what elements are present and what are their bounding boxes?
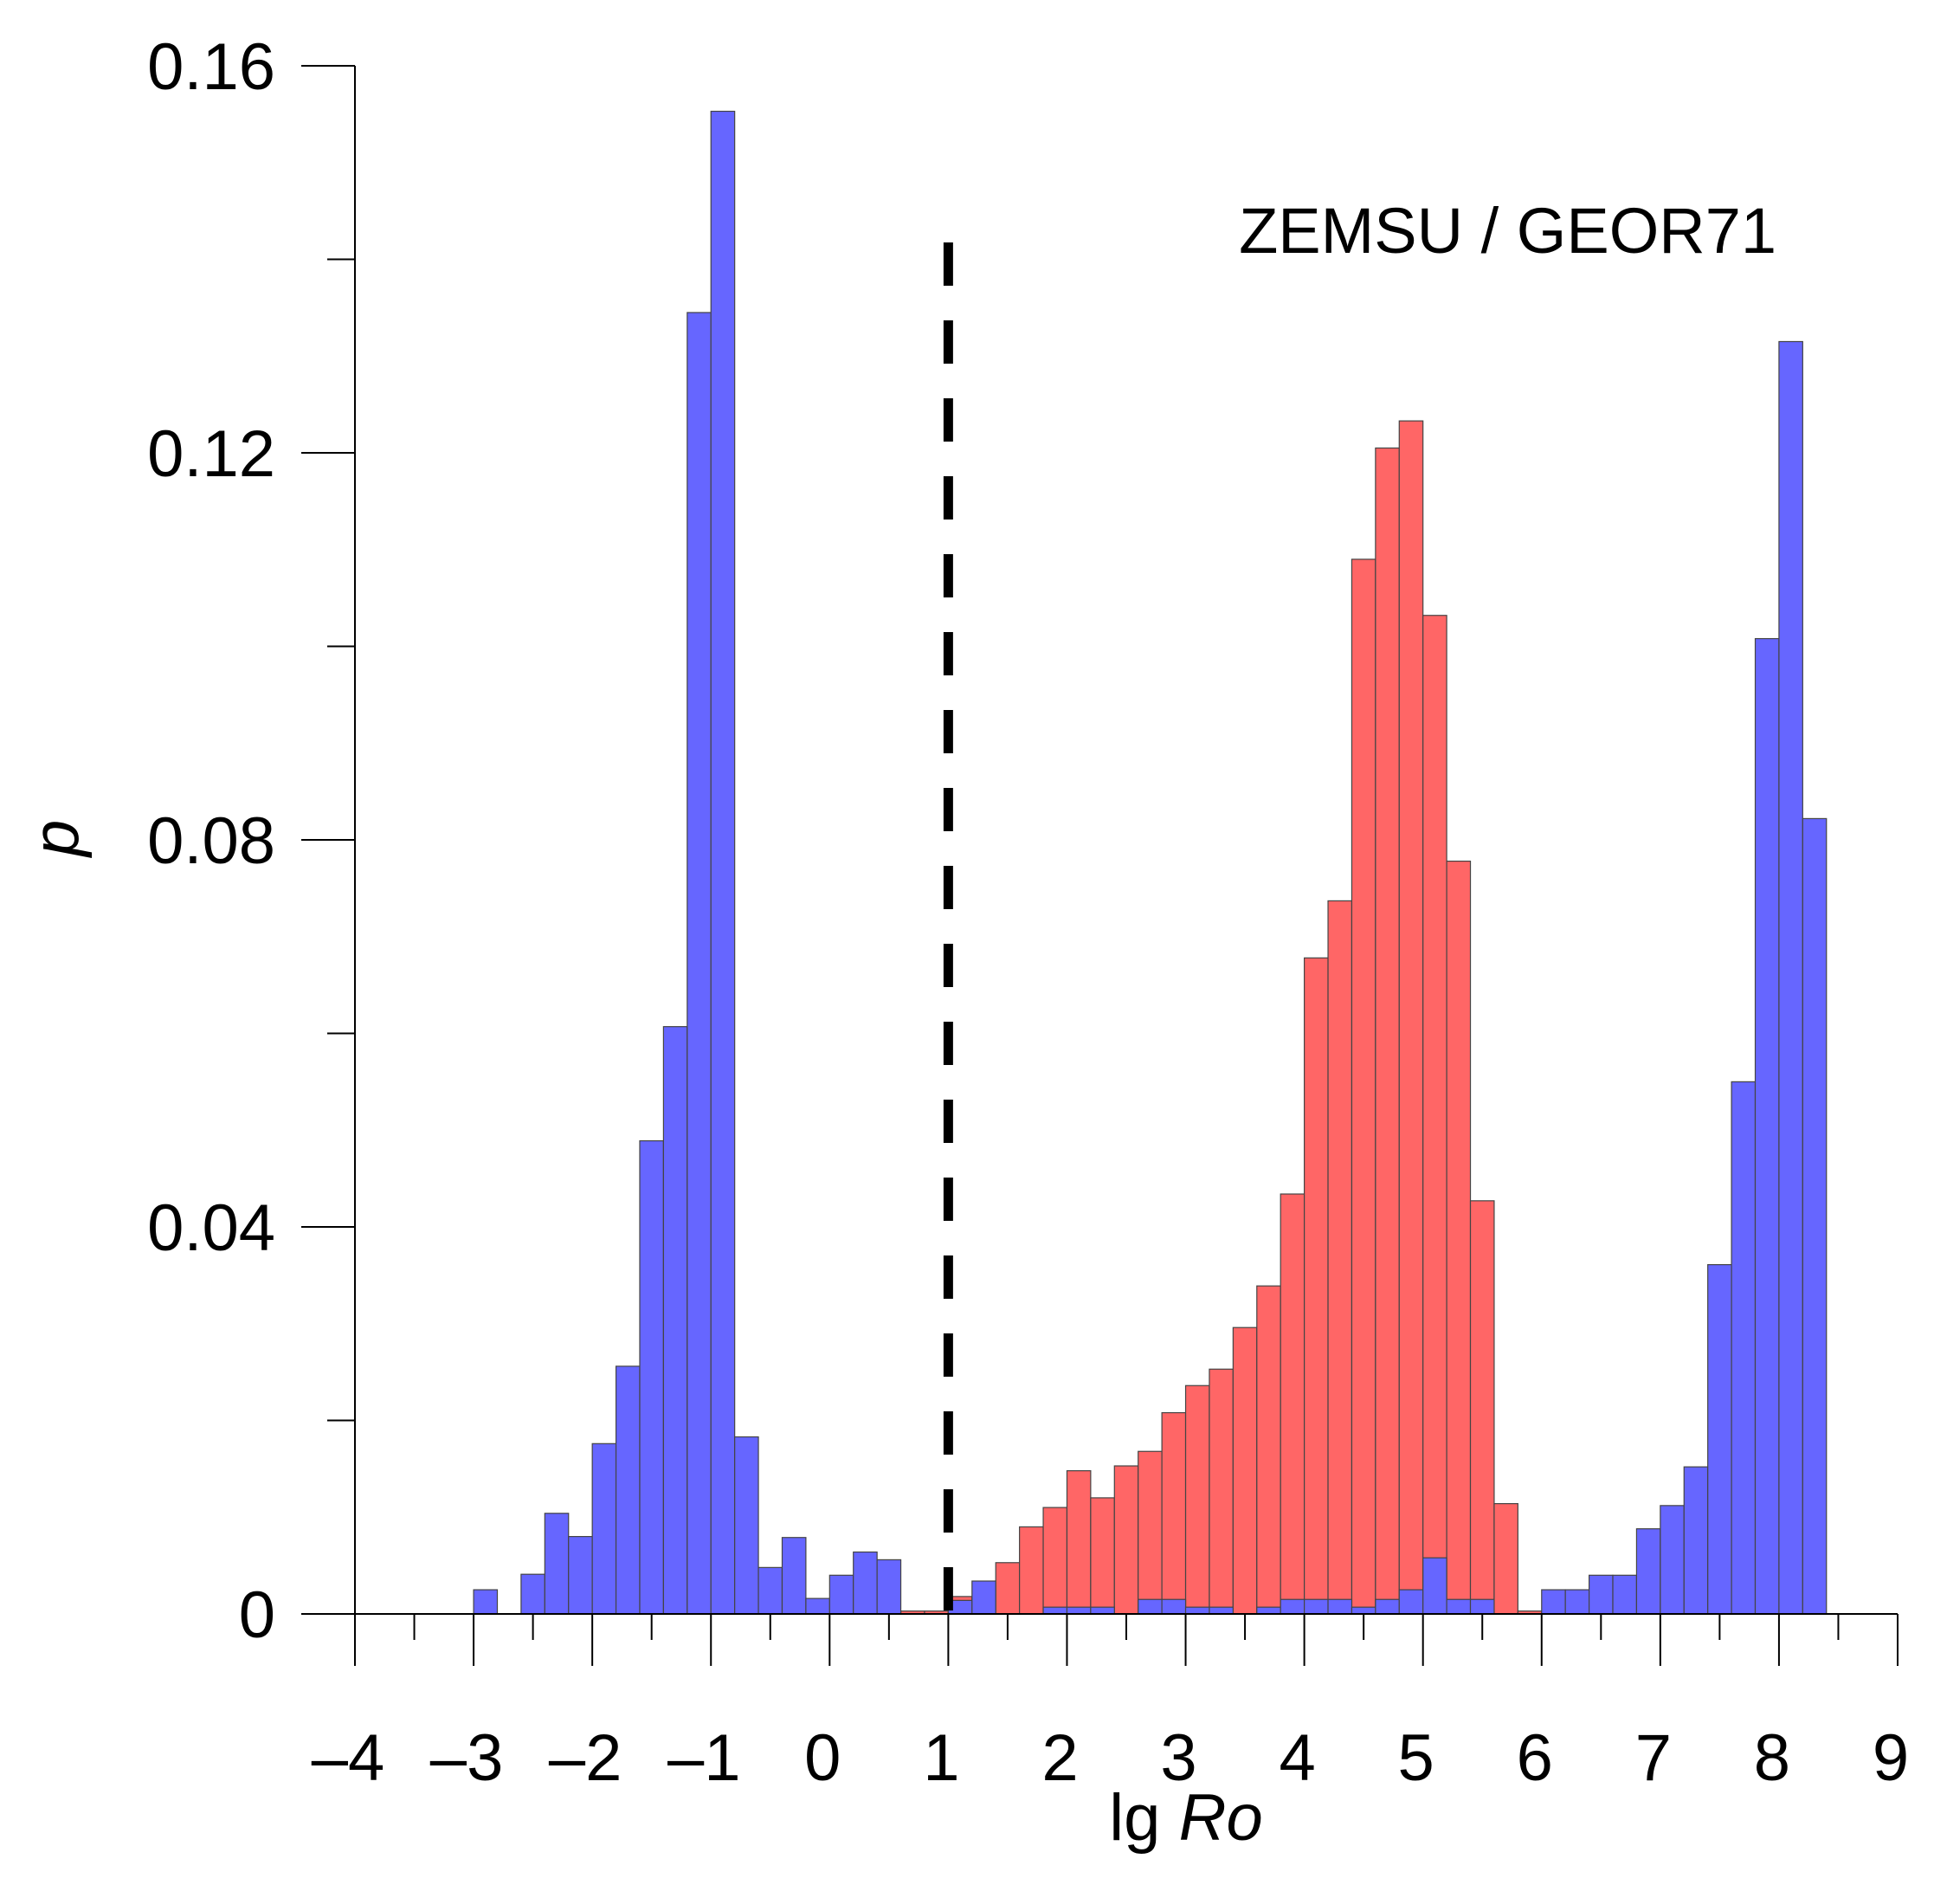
chart-annotation: ZEMSU / GEOR71 <box>1239 195 1776 267</box>
red-bar-8 <box>1090 1497 1115 1615</box>
blue-bar-12 <box>781 1537 807 1615</box>
y-tick-label: 0.12 <box>147 417 275 491</box>
x-tick-label: 0 <box>804 1721 841 1795</box>
red-bar-5 <box>1019 1526 1044 1615</box>
red-bar-17 <box>1304 957 1329 1615</box>
x-tick-label: –2 <box>549 1721 622 1795</box>
y-tick-label: 0.04 <box>147 1191 275 1265</box>
red-bar-11 <box>1161 1411 1187 1615</box>
x-tick-label: 5 <box>1398 1721 1434 1795</box>
blue-bar-22 <box>1138 1598 1163 1615</box>
red-bar-21 <box>1398 420 1424 1615</box>
blue-bar-20 <box>1066 1606 1092 1615</box>
blue-bar-11 <box>757 1566 783 1615</box>
y-tick-label: 0 <box>239 1578 275 1652</box>
blue-bar-1 <box>520 1573 545 1615</box>
x-tick-label: 9 <box>1873 1721 1909 1795</box>
blue-bar-25 <box>1209 1606 1234 1615</box>
red-bar-25 <box>1493 1503 1518 1615</box>
x-tick-label: 4 <box>1279 1721 1315 1795</box>
blue-bar-23 <box>1161 1598 1187 1615</box>
blue-bar-24 <box>1184 1606 1210 1615</box>
blue-bar-18 <box>971 1580 996 1615</box>
blue-bar-42 <box>1683 1466 1709 1615</box>
x-tick-label: 6 <box>1517 1721 1553 1795</box>
blue-bar-9 <box>710 110 736 1615</box>
red-bar-9 <box>1113 1465 1139 1615</box>
red-bar-24 <box>1469 1200 1495 1615</box>
red-bar-7 <box>1066 1470 1092 1615</box>
red-bar-15 <box>1256 1285 1281 1615</box>
blue-bar-2 <box>544 1513 570 1615</box>
blue-bar-39 <box>1612 1574 1638 1615</box>
x-tick-label: 2 <box>1041 1721 1078 1795</box>
blue-bar-47 <box>1802 817 1828 1615</box>
blue-bar-14 <box>828 1574 854 1615</box>
blue-bar-41 <box>1660 1505 1685 1615</box>
blue-bar-31 <box>1375 1598 1400 1615</box>
blue-bar-15 <box>853 1551 878 1615</box>
blue-bar-19 <box>1042 1606 1068 1615</box>
blue-bar-7 <box>662 1026 688 1615</box>
y-tick-label: 0.16 <box>147 30 275 104</box>
red-bar-10 <box>1138 1450 1163 1615</box>
blue-bar-26 <box>1256 1606 1281 1615</box>
blue-bar-33 <box>1422 1557 1447 1615</box>
x-tick-label: –4 <box>312 1721 385 1795</box>
red-bar-23 <box>1446 860 1472 1615</box>
blue-bar-43 <box>1707 1263 1732 1615</box>
red-series <box>899 420 1543 1615</box>
blue-bar-8 <box>687 312 712 1615</box>
red-bar-16 <box>1280 1193 1305 1615</box>
blue-bar-27 <box>1280 1598 1305 1615</box>
x-tick-label: 7 <box>1635 1721 1672 1795</box>
blue-bar-37 <box>1564 1589 1590 1615</box>
blue-bar-32 <box>1398 1589 1424 1615</box>
x-axis-title-italic: Ro <box>1179 1781 1263 1855</box>
blue-bar-34 <box>1446 1598 1472 1615</box>
blue-bar-46 <box>1778 340 1803 1615</box>
x-tick-label: 8 <box>1754 1721 1790 1795</box>
blue-bar-36 <box>1541 1589 1566 1615</box>
x-tick-label: –3 <box>430 1721 504 1795</box>
red-bar-14 <box>1232 1326 1258 1615</box>
blue-bar-4 <box>591 1443 617 1615</box>
red-bar-22 <box>1422 615 1447 1615</box>
x-tick-label: –1 <box>667 1721 741 1795</box>
x-axis-ticks: –4 –3 –2 –1 0 1 2 3 4 5 6 7 8 9 <box>312 1614 1909 1795</box>
y-axis-title: p <box>19 820 93 858</box>
red-bar-6 <box>1042 1507 1068 1615</box>
red-bar-20 <box>1375 447 1400 1615</box>
blue-bar-44 <box>1731 1081 1757 1615</box>
red-bar-4 <box>995 1562 1021 1615</box>
y-tick-label: 0.08 <box>147 804 275 878</box>
x-tick-label: 3 <box>1160 1721 1196 1795</box>
blue-bar-5 <box>615 1365 641 1615</box>
blue-bar-29 <box>1327 1598 1353 1615</box>
red-bar-13 <box>1209 1368 1234 1615</box>
blue-bar-38 <box>1588 1574 1614 1615</box>
x-tick-label: 1 <box>923 1721 959 1795</box>
blue-bar-0 <box>473 1589 499 1615</box>
blue-bar-45 <box>1754 637 1780 1615</box>
y-axis-ticks: 0 0.04 0.08 0.12 0.16 <box>147 30 355 1652</box>
blue-bar-3 <box>568 1535 593 1615</box>
blue-bar-21 <box>1090 1606 1115 1615</box>
blue-bar-16 <box>876 1559 902 1615</box>
blue-bar-35 <box>1469 1598 1495 1615</box>
blue-bar-6 <box>639 1139 665 1615</box>
red-bar-18 <box>1327 900 1353 1615</box>
blue-series <box>473 110 1828 1615</box>
blue-bar-10 <box>734 1436 759 1615</box>
x-axis-title-prefix: lg <box>1109 1781 1178 1855</box>
blue-bar-40 <box>1635 1528 1661 1615</box>
blue-bar-30 <box>1351 1606 1376 1615</box>
red-bar-19 <box>1351 558 1376 1615</box>
red-bar-12 <box>1184 1384 1210 1615</box>
blue-bar-13 <box>805 1597 830 1615</box>
x-axis-title: lg Ro <box>1109 1781 1262 1855</box>
blue-bar-28 <box>1304 1598 1329 1615</box>
